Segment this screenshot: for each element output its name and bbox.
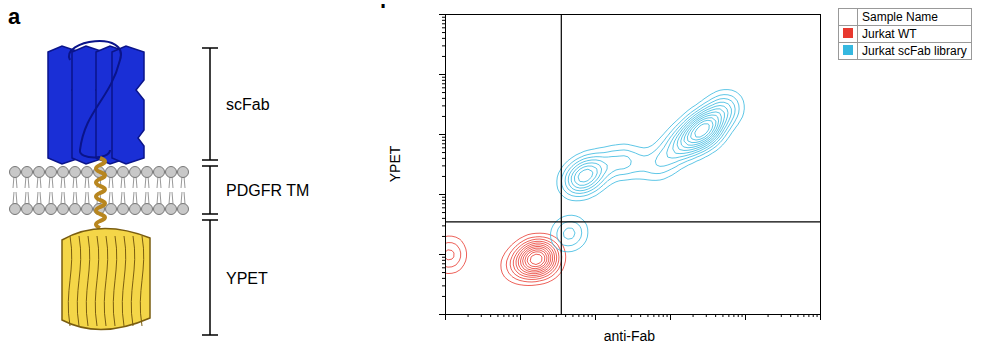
html-text:anti-Fab: anti-Fab (603, 328, 655, 344)
html-text:Jurkat scFab library: Jurkat scFab library (862, 44, 967, 58)
html-text:YPET: YPET (387, 145, 404, 183)
html-text:Sample Name: Sample Name (862, 10, 938, 24)
svg-text:scFab: scFab (226, 96, 270, 113)
svg-text:YPET: YPET (226, 270, 268, 287)
svg-text:a: a (8, 4, 21, 29)
svg-text:PDGFR TM: PDGFR TM (226, 182, 309, 199)
html-text:b: b (380, 0, 394, 25)
html-text:Jurkat WT: Jurkat WT (862, 27, 917, 41)
